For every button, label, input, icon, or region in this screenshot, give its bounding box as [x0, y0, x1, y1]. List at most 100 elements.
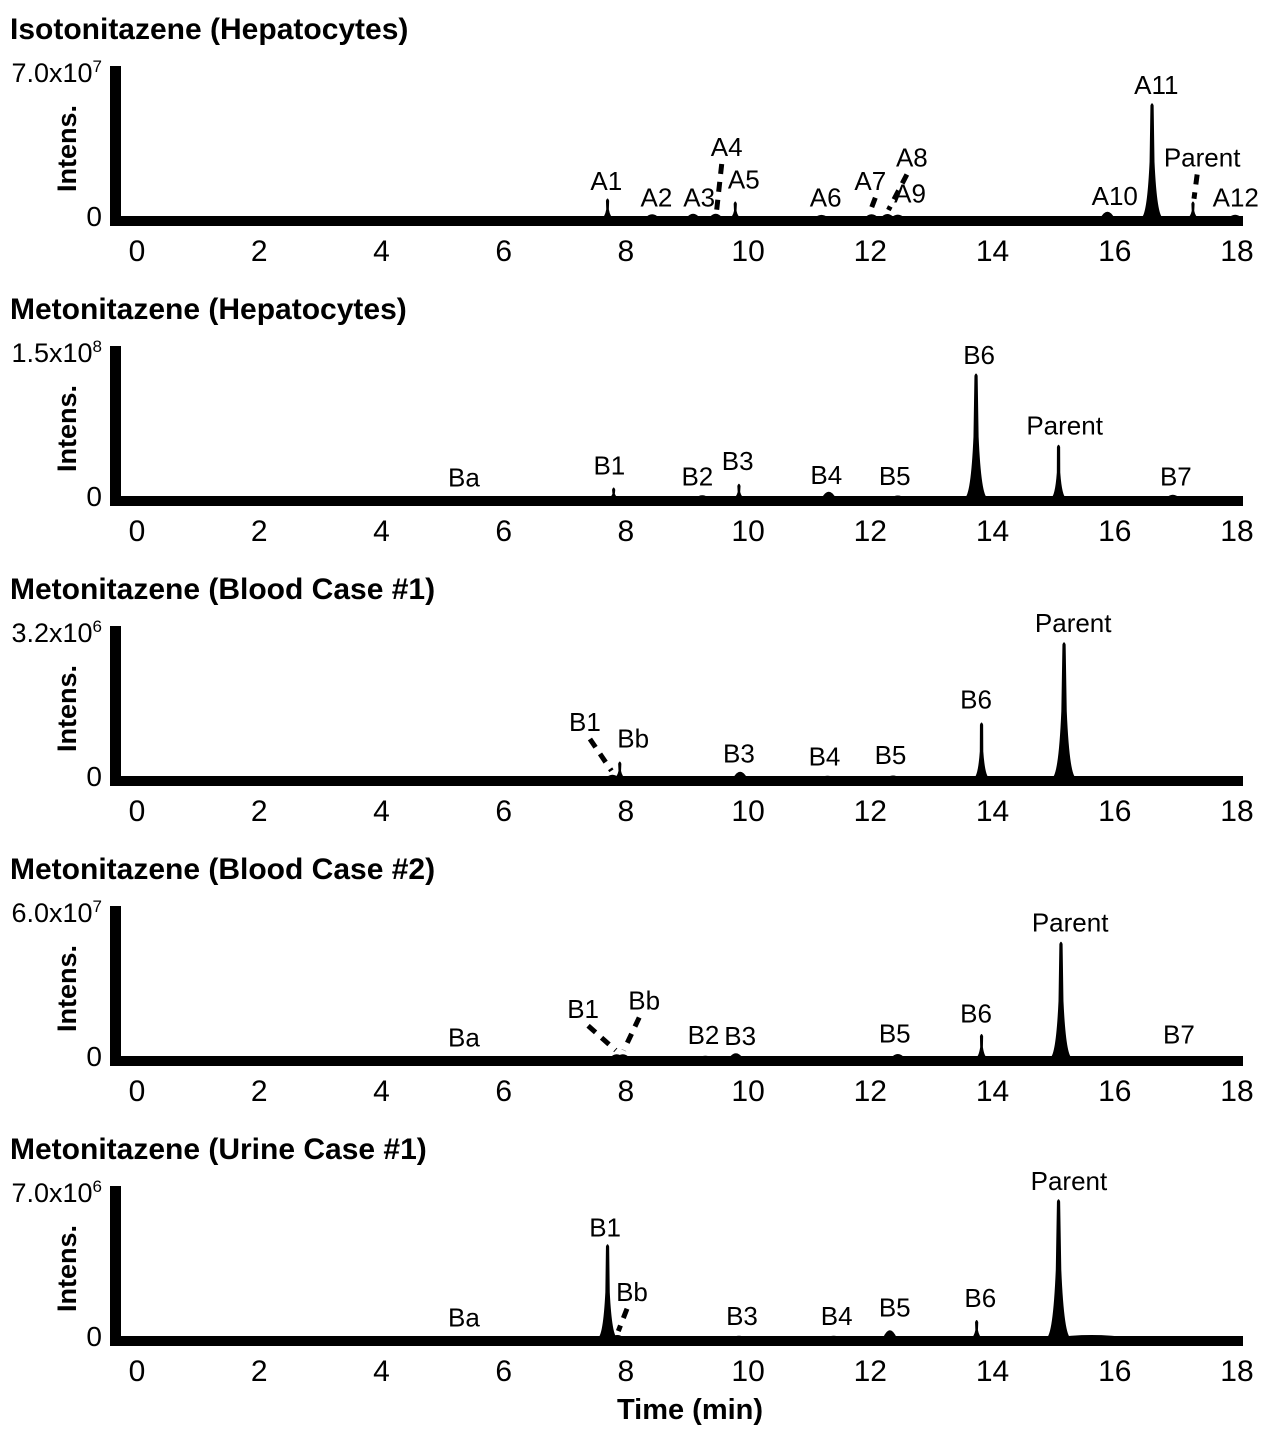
peak-B3: [733, 483, 745, 498]
peak-Parent: [1049, 941, 1073, 1058]
peak-B4: [826, 1335, 841, 1338]
panel-title: Metonitazene (Urine Case #1): [10, 1133, 427, 1166]
x-tick-label-10: 10: [731, 1355, 764, 1388]
peak-label-B6: B6: [960, 685, 992, 715]
x-tick-label-2: 2: [251, 795, 268, 828]
x-tick-label-0: 0: [129, 1355, 146, 1388]
panel-metonitazene-blood-case-2: Metonitazene (Blood Case #2) 6.0x107 0 Int…: [0, 852, 1267, 1120]
y-axis-title: Intens.: [52, 105, 82, 192]
x-tick-label-4: 4: [373, 1355, 390, 1388]
x-tick-label-10: 10: [731, 795, 764, 828]
peak-B3: [731, 1335, 746, 1338]
peak-A8: [880, 214, 895, 218]
x-tick-label-2: 2: [251, 1075, 268, 1108]
x-tick-label-8: 8: [618, 795, 635, 828]
x-tick-label-6: 6: [495, 235, 512, 268]
x-tick-label-16: 16: [1098, 1075, 1131, 1108]
peak-label-A11: A11: [1134, 70, 1178, 100]
peak-label-Ba: Ba: [448, 462, 480, 492]
leader-line-Bb: [615, 1307, 630, 1332]
peak-label-A1: A1: [590, 166, 622, 196]
x-tick-label-8: 8: [618, 515, 635, 548]
peak-label-A12: A12: [1213, 182, 1259, 212]
peak-B2: [695, 495, 710, 498]
peak-label-B4: B4: [810, 460, 842, 490]
x-tick-label-14: 14: [976, 795, 1009, 828]
x-tick-label-6: 6: [495, 515, 512, 548]
y-axis-title: Intens.: [52, 385, 82, 472]
peak-B5: [882, 1330, 897, 1338]
x-tick-label-4: 4: [373, 1075, 390, 1108]
x-tick-label-8: 8: [618, 235, 635, 268]
peak-label-A10: A10: [1092, 181, 1138, 211]
peak-Parent: [1050, 444, 1067, 498]
peak-label-B7: B7: [1160, 462, 1192, 492]
y-axis-zero-label: 0: [86, 1321, 102, 1352]
peak-label-A7: A7: [854, 166, 886, 196]
y-axis-title: Intens.: [52, 1225, 82, 1312]
panel-metonitazene-urine-case-1: Metonitazene (Urine Case #1) 7.0x106 0 Int…: [0, 1132, 1267, 1400]
peak-label-B3: B3: [726, 1301, 758, 1331]
leader-line-A4: [714, 163, 725, 210]
peak-label-B1: B1: [569, 707, 601, 737]
chromatogram-figure: Isotonitazene (Hepatocytes) 7.0x107 0 Inte…: [0, 12, 1267, 1437]
peak-B5: [890, 1054, 905, 1058]
panel-title: Metonitazene (Blood Case #1): [10, 573, 436, 606]
peak-A4: [708, 213, 723, 218]
peak-label-Bb: Bb: [617, 724, 649, 754]
x-tick-label-12: 12: [854, 1355, 887, 1388]
peak-A9: [890, 214, 905, 218]
x-tick-label-8: 8: [618, 1075, 635, 1108]
x-axis-line: [110, 1336, 1243, 1346]
peak-label-Parent: Parent: [1026, 411, 1103, 441]
peak-label-Bb: Bb: [616, 1277, 648, 1307]
y-axis-max-label: 7.0x106: [11, 1177, 102, 1208]
panel-title: Isotonitazene (Hepatocytes): [10, 13, 409, 46]
peak-label-B2: B2: [688, 1020, 720, 1050]
peak-A12: [1228, 214, 1243, 218]
peak-A1: [601, 198, 614, 218]
peak-B5: [885, 775, 900, 778]
y-axis-zero-label: 0: [86, 481, 102, 512]
peak-B3: [728, 1053, 743, 1058]
peak-label-B1: B1: [567, 994, 599, 1024]
peak-label-Parent: Parent: [1164, 143, 1241, 173]
peak-B7: [1165, 494, 1180, 498]
leader-line-Parent: [1191, 174, 1200, 200]
x-axis-line: [110, 776, 1243, 786]
x-tick-label-18: 18: [1220, 235, 1253, 268]
peak-label-Bb: Bb: [628, 986, 660, 1016]
panel-title: Metonitazene (Hepatocytes): [10, 293, 407, 326]
x-tick-label-8: 8: [618, 1355, 635, 1388]
peak-B6: [970, 1320, 983, 1338]
peak-Bb: [610, 1335, 625, 1338]
peak-label-B2: B2: [681, 462, 713, 492]
peak-Parent: [1051, 642, 1077, 778]
y-axis-max-label: 7.0x107: [11, 57, 102, 88]
leader-line-A7: [868, 196, 878, 212]
peak-label-B5: B5: [879, 1019, 911, 1049]
peak-label-Parent: Parent: [1032, 908, 1109, 938]
peak-Parent: [1046, 1199, 1072, 1338]
x-tick-label-14: 14: [976, 235, 1009, 268]
panel-metonitazene-blood-case-1: Metonitazene (Blood Case #1) 3.2x106 0 Int…: [0, 572, 1267, 840]
x-tick-label-6: 6: [495, 795, 512, 828]
peak-label-A6: A6: [810, 182, 842, 212]
peak-label-B6: B6: [963, 340, 995, 370]
x-tick-label-2: 2: [251, 235, 268, 268]
peak-label-B7: B7: [1163, 1019, 1195, 1049]
y-axis-max-label: 6.0x107: [11, 897, 102, 928]
x-tick-label-0: 0: [129, 515, 146, 548]
peak-label-B3: B3: [724, 1021, 756, 1051]
peak-B5: [890, 495, 905, 498]
peak-A6: [814, 214, 829, 218]
peak-label-B4: B4: [809, 742, 841, 772]
peak-label-Parent: Parent: [1031, 1170, 1108, 1196]
x-tick-label-4: 4: [373, 235, 390, 268]
peak-label-B6: B6: [964, 1283, 996, 1313]
x-tick-label-16: 16: [1098, 235, 1131, 268]
peak-A11: [1140, 103, 1164, 218]
